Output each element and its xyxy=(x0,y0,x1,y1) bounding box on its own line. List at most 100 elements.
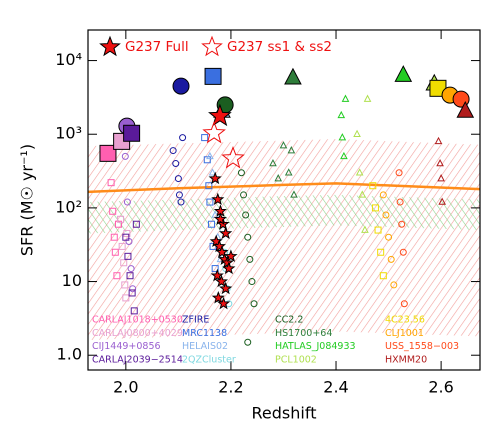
member-point xyxy=(203,156,211,164)
member-point xyxy=(118,242,126,250)
member-point xyxy=(209,234,223,248)
member-point xyxy=(353,129,361,137)
member-point xyxy=(121,281,129,289)
member-point xyxy=(385,233,393,241)
legend-label: G237 Full xyxy=(125,39,189,55)
x-tick-label: 2.4 xyxy=(323,378,348,397)
member-point xyxy=(224,249,238,262)
member-point xyxy=(117,215,125,223)
y-tick-label: 10⁴ xyxy=(55,50,82,69)
member-point xyxy=(212,239,226,253)
member-point xyxy=(398,220,406,228)
member-point xyxy=(371,204,379,212)
member-point xyxy=(274,174,283,182)
member-point xyxy=(250,300,258,308)
cluster-marker xyxy=(208,103,232,127)
member-point xyxy=(279,141,288,149)
member-point xyxy=(382,211,390,219)
member-point xyxy=(438,197,446,205)
member-point xyxy=(400,300,408,308)
member-point xyxy=(219,281,233,295)
plot-layer xyxy=(87,65,481,346)
x-tick-label: 2.2 xyxy=(218,378,243,397)
member-point xyxy=(177,198,185,206)
member-point xyxy=(122,233,130,241)
y-axis-label: SFR (M☉ yr⁻¹) xyxy=(18,144,37,256)
member-point xyxy=(237,169,245,177)
x-tick-label: 2.6 xyxy=(428,378,453,397)
member-point xyxy=(287,146,296,154)
member-point xyxy=(208,171,222,185)
member-point xyxy=(396,198,404,206)
legend-label: 2QZCluster xyxy=(182,354,236,365)
legend-label: HATLAS_J084933 xyxy=(275,341,356,352)
member-point xyxy=(123,229,131,237)
member-point xyxy=(123,198,131,206)
member-point xyxy=(206,198,214,206)
member-point xyxy=(126,272,134,280)
member-point xyxy=(205,182,213,190)
y-tick-label: 10² xyxy=(55,197,82,216)
member-point xyxy=(214,274,229,288)
member-point xyxy=(219,226,233,240)
legend-label: PCL1002 xyxy=(275,354,317,365)
legend-label: CARLAJ2039−2514 xyxy=(92,354,183,365)
member-point xyxy=(340,151,348,160)
legend-label: ZFIRE xyxy=(182,315,209,326)
member-point xyxy=(201,134,209,142)
member-point xyxy=(379,272,387,280)
cluster-marker xyxy=(456,100,475,118)
member-point xyxy=(355,168,364,176)
legend-label: G237 ss1 & ss2 xyxy=(227,39,332,55)
member-point xyxy=(240,191,248,199)
cluster-marker xyxy=(202,120,226,144)
member-point xyxy=(111,248,119,256)
member-point xyxy=(361,225,369,233)
cluster-marker xyxy=(221,145,245,169)
member-point xyxy=(222,261,236,275)
legend-label: CIJ1449+0856 xyxy=(92,341,161,352)
legend-label: HS1700+64 xyxy=(275,328,332,339)
scatter-band xyxy=(88,139,480,341)
member-point xyxy=(120,259,128,267)
legend-label: 4C23.56 xyxy=(385,315,425,326)
member-point xyxy=(207,220,215,228)
member-point xyxy=(215,245,229,258)
cluster-marker xyxy=(99,144,117,162)
member-point xyxy=(338,133,347,141)
member-point xyxy=(387,255,395,263)
member-point xyxy=(208,168,217,176)
member-point xyxy=(169,147,177,155)
member-point xyxy=(113,272,121,280)
member-point xyxy=(110,233,118,241)
x-tick-label: 2.0 xyxy=(113,378,138,397)
member-point xyxy=(121,152,129,160)
member-point xyxy=(390,281,398,289)
member-point xyxy=(179,134,187,142)
legend-label: CARLAJ0800+4029 xyxy=(92,328,183,339)
legend-label: CC2.2 xyxy=(275,315,303,326)
member-point xyxy=(216,296,231,310)
plot-frame xyxy=(87,29,481,371)
legend-symbol xyxy=(99,35,121,57)
member-point xyxy=(290,190,298,198)
cluster-marker xyxy=(284,67,302,85)
member-point xyxy=(244,233,252,241)
member-point xyxy=(127,265,135,273)
member-point xyxy=(211,290,225,304)
member-point xyxy=(129,285,137,293)
y-tick-label: 10 xyxy=(62,271,82,290)
member-point xyxy=(122,294,130,302)
legend-label: USS_1558−003 xyxy=(385,341,459,352)
member-point xyxy=(244,338,252,346)
member-point xyxy=(213,212,227,225)
member-point xyxy=(369,182,377,190)
legend-symbol xyxy=(201,35,223,57)
member-point xyxy=(130,307,138,315)
cluster-marker xyxy=(204,67,222,85)
member-point xyxy=(206,151,214,160)
scatter-band xyxy=(88,194,480,234)
member-point xyxy=(395,169,403,177)
member-point xyxy=(358,190,367,198)
